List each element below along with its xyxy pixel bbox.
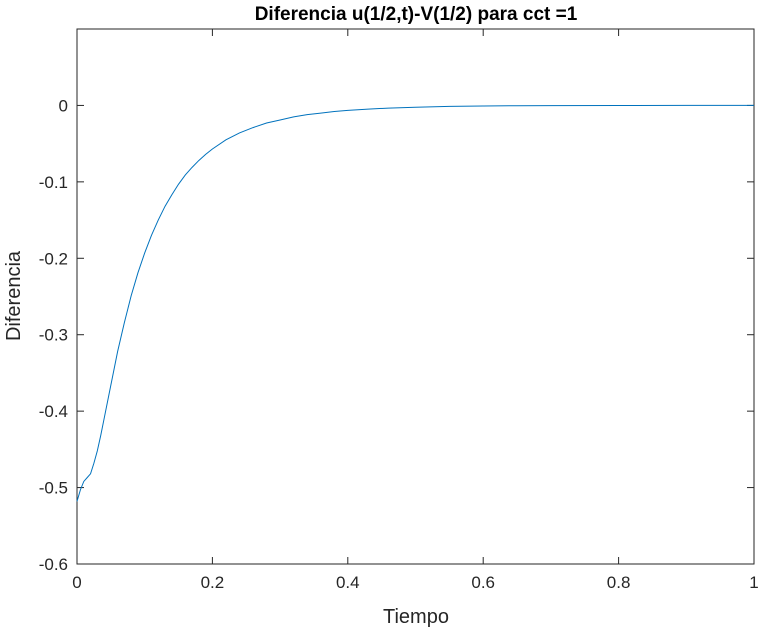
- x-tick-label: 0: [72, 573, 81, 592]
- series-line: [76, 104, 754, 502]
- plot-area: [76, 28, 755, 565]
- y-axis-label: Diferencia: [3, 250, 25, 341]
- x-tick-label: 1: [749, 573, 758, 592]
- y-tick-label: 0: [59, 96, 68, 115]
- y-tick-label: -0.2: [39, 249, 68, 268]
- x-tick-label: 0.2: [201, 573, 225, 592]
- y-tick-label: -0.6: [39, 555, 68, 574]
- y-tick-label: -0.1: [39, 173, 68, 192]
- axes-box: [76, 28, 755, 565]
- x-axis-label: Tiempo: [383, 606, 449, 628]
- y-tick-label: -0.5: [39, 479, 68, 498]
- chart-title: Diferencia u(1/2,t)-V(1/2) para cct =1: [255, 4, 578, 25]
- axis-ticks: 0 0.2 0.4 0.6 0.8 1 -0.6 -0.5 -0.4 -0.3 -0.2 -0.1 0: [39, 29, 759, 592]
- x-tick-label: 0.8: [607, 573, 631, 592]
- y-tick-label: -0.3: [39, 326, 68, 345]
- y-tick-label: -0.4: [39, 402, 68, 421]
- x-tick-label: 0.6: [471, 573, 495, 592]
- x-tick-label: 0.4: [336, 573, 360, 592]
